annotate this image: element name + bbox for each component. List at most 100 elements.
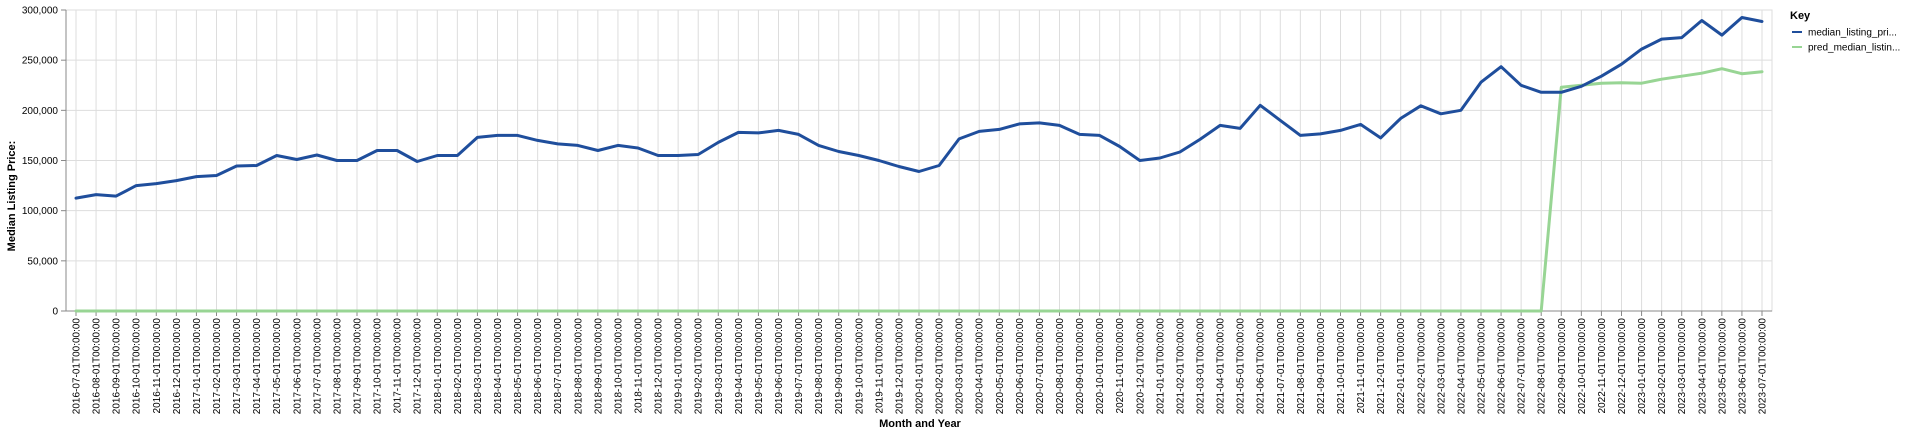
- x-tick-label: 2022-12-01T00:00:00: [1617, 318, 1628, 415]
- series-line-median-listing-pri: [74, 16, 1764, 200]
- x-tick-label: 2022-08-01T00:00:00: [1537, 318, 1548, 415]
- x-tick-label: 2020-10-01T00:00:00: [1095, 318, 1106, 415]
- x-tick-label: 2017-02-01T00:00:00: [212, 318, 223, 415]
- x-axis-title: Month and Year: [879, 418, 961, 430]
- x-tick-label: 2022-05-01T00:00:00: [1477, 318, 1488, 415]
- x-tick-label: 2020-06-01T00:00:00: [1015, 318, 1026, 415]
- x-tick-label: 2023-04-01T00:00:00: [1697, 318, 1708, 415]
- x-tick-label: 2020-08-01T00:00:00: [1055, 318, 1066, 415]
- x-tick-label: 2019-04-01T00:00:00: [734, 318, 745, 415]
- x-tick-label: 2022-06-01T00:00:00: [1497, 318, 1508, 415]
- y-tick-label: 50,000: [27, 256, 58, 267]
- y-tick-label: 250,000: [22, 56, 59, 67]
- x-tick-label: 2023-01-01T00:00:00: [1637, 318, 1648, 415]
- x-tick-label: 2022-11-01T00:00:00: [1597, 318, 1608, 414]
- x-tick-label: 2017-05-01T00:00:00: [272, 318, 283, 415]
- x-tick-label: 2017-06-01T00:00:00: [292, 318, 303, 415]
- x-tick-label: 2018-11-01T00:00:00: [634, 318, 645, 414]
- x-tick-label: 2020-12-01T00:00:00: [1135, 318, 1146, 415]
- x-tick-label: 2020-09-01T00:00:00: [1075, 318, 1086, 415]
- x-tick-label: 2022-04-01T00:00:00: [1456, 318, 1467, 415]
- x-tick-label: 2021-10-01T00:00:00: [1336, 318, 1347, 415]
- legend: Key median_listing_pri... pred_median_lis…: [1790, 10, 1900, 54]
- y-axis: 0 50,000 100,000 150,000 200,000 250,000 300,0…: [22, 6, 67, 318]
- x-tick-label: 2023-03-01T00:00:00: [1677, 318, 1688, 415]
- x-tick-label: 2019-03-01T00:00:00: [714, 318, 725, 415]
- x-tick-label: 2016-08-01T00:00:00: [92, 318, 103, 415]
- y-tick-label: 150,000: [22, 156, 59, 167]
- series-line-pred-median-listin: [74, 67, 1764, 313]
- x-tick-label: 2021-08-01T00:00:00: [1296, 318, 1307, 415]
- x-tick-label: 2021-12-01T00:00:00: [1376, 318, 1387, 415]
- x-tick-label: 2021-07-01T00:00:00: [1276, 318, 1287, 415]
- x-tick-label: 2019-07-01T00:00:00: [794, 318, 805, 415]
- x-tick-label: 2019-12-01T00:00:00: [894, 318, 905, 415]
- x-tick-label: 2020-02-01T00:00:00: [935, 318, 946, 415]
- x-tick-label: 2019-10-01T00:00:00: [854, 318, 865, 415]
- x-tick-label: 2017-10-01T00:00:00: [373, 318, 384, 415]
- x-tick-label: 2017-08-01T00:00:00: [332, 318, 343, 415]
- y-tick-label: 100,000: [22, 206, 59, 217]
- x-tick-label: 2018-01-01T00:00:00: [433, 318, 444, 415]
- x-tick-label: 2017-12-01T00:00:00: [413, 318, 424, 415]
- x-tick-label: 2017-11-01T00:00:00: [393, 318, 404, 414]
- x-tick-label: 2020-11-01T00:00:00: [1115, 318, 1126, 414]
- y-tick-label: 0: [52, 307, 58, 318]
- y-tick-label: 300,000: [22, 6, 59, 17]
- x-tick-label: 2017-01-01T00:00:00: [192, 318, 203, 415]
- x-tick-label: 2017-07-01T00:00:00: [312, 318, 323, 415]
- legend-item-median-listing-pri: median_listing_pri...: [1792, 28, 1897, 39]
- x-tick-label: 2023-05-01T00:00:00: [1717, 318, 1728, 415]
- x-tick-label: 2022-02-01T00:00:00: [1416, 318, 1427, 415]
- x-tick-label: 2016-11-01T00:00:00: [152, 318, 163, 414]
- x-tick-label: 2020-03-01T00:00:00: [955, 318, 966, 415]
- x-tick-label: 2020-07-01T00:00:00: [1035, 318, 1046, 415]
- x-tick-label: 2019-01-01T00:00:00: [674, 318, 685, 415]
- x-tick-label: 2022-01-01T00:00:00: [1396, 318, 1407, 415]
- x-tick-label: 2021-05-01T00:00:00: [1236, 318, 1247, 415]
- x-tick-label: 2019-08-01T00:00:00: [814, 318, 825, 415]
- x-tick-label: 2022-10-01T00:00:00: [1577, 318, 1588, 415]
- legend-item-pred-median-listin: pred_median_listin...: [1792, 43, 1900, 54]
- x-tick-label: 2017-09-01T00:00:00: [353, 318, 364, 415]
- x-tick-label: 2019-11-01T00:00:00: [874, 318, 885, 414]
- x-tick-label: 2021-03-01T00:00:00: [1196, 318, 1207, 415]
- x-tick-label: 2017-04-01T00:00:00: [252, 318, 263, 415]
- x-tick-label: 2017-03-01T00:00:00: [232, 318, 243, 415]
- x-tick-label: 2019-09-01T00:00:00: [834, 318, 845, 415]
- series-lines: [74, 16, 1764, 313]
- x-tick-label: 2018-04-01T00:00:00: [493, 318, 504, 415]
- x-tick-label: 2020-05-01T00:00:00: [995, 318, 1006, 415]
- x-tick-label: 2018-06-01T00:00:00: [533, 318, 544, 415]
- x-tick-label: 2016-10-01T00:00:00: [132, 318, 143, 415]
- x-tick-label: 2023-02-01T00:00:00: [1657, 318, 1668, 415]
- x-tick-label: 2021-09-01T00:00:00: [1316, 318, 1327, 415]
- x-tick-label: 2023-06-01T00:00:00: [1737, 318, 1748, 415]
- x-tick-label: 2018-08-01T00:00:00: [573, 318, 584, 415]
- x-tick-label: 2016-12-01T00:00:00: [172, 318, 183, 415]
- x-tick-label: 2018-05-01T00:00:00: [513, 318, 524, 415]
- x-tick-label: 2018-07-01T00:00:00: [553, 318, 564, 415]
- x-tick-label: 2016-09-01T00:00:00: [112, 318, 123, 415]
- x-tick-label: 2021-11-01T00:00:00: [1356, 318, 1367, 414]
- gridlines: [65, 9, 1773, 312]
- x-tick-label: 2021-04-01T00:00:00: [1216, 318, 1227, 415]
- x-tick-label: 2023-07-01T00:00:00: [1758, 318, 1769, 415]
- x-tick-label: 2018-02-01T00:00:00: [453, 318, 464, 415]
- x-tick-label: 2021-02-01T00:00:00: [1175, 318, 1186, 415]
- legend-label: median_listing_pri...: [1808, 28, 1897, 39]
- x-tick-label: 2022-03-01T00:00:00: [1436, 318, 1447, 415]
- x-axis: 2016-07-01T00:00:00 2016-08-01T00:00:00 20…: [66, 310, 1772, 415]
- x-tick-label: 2021-01-01T00:00:00: [1155, 318, 1166, 415]
- x-tick-label: 2019-05-01T00:00:00: [754, 318, 765, 415]
- x-tick-label: 2016-07-01T00:00:00: [72, 318, 83, 415]
- x-tick-label: 2019-02-01T00:00:00: [694, 318, 705, 415]
- x-tick-label: 2018-09-01T00:00:00: [593, 318, 604, 415]
- legend-label: pred_median_listin...: [1808, 43, 1900, 54]
- x-tick-label: 2018-10-01T00:00:00: [613, 318, 624, 415]
- x-tick-label: 2020-04-01T00:00:00: [975, 318, 986, 415]
- x-tick-label: 2022-07-01T00:00:00: [1517, 318, 1528, 415]
- x-tick-label: 2018-12-01T00:00:00: [654, 318, 665, 415]
- x-tick-label: 2020-01-01T00:00:00: [915, 318, 926, 415]
